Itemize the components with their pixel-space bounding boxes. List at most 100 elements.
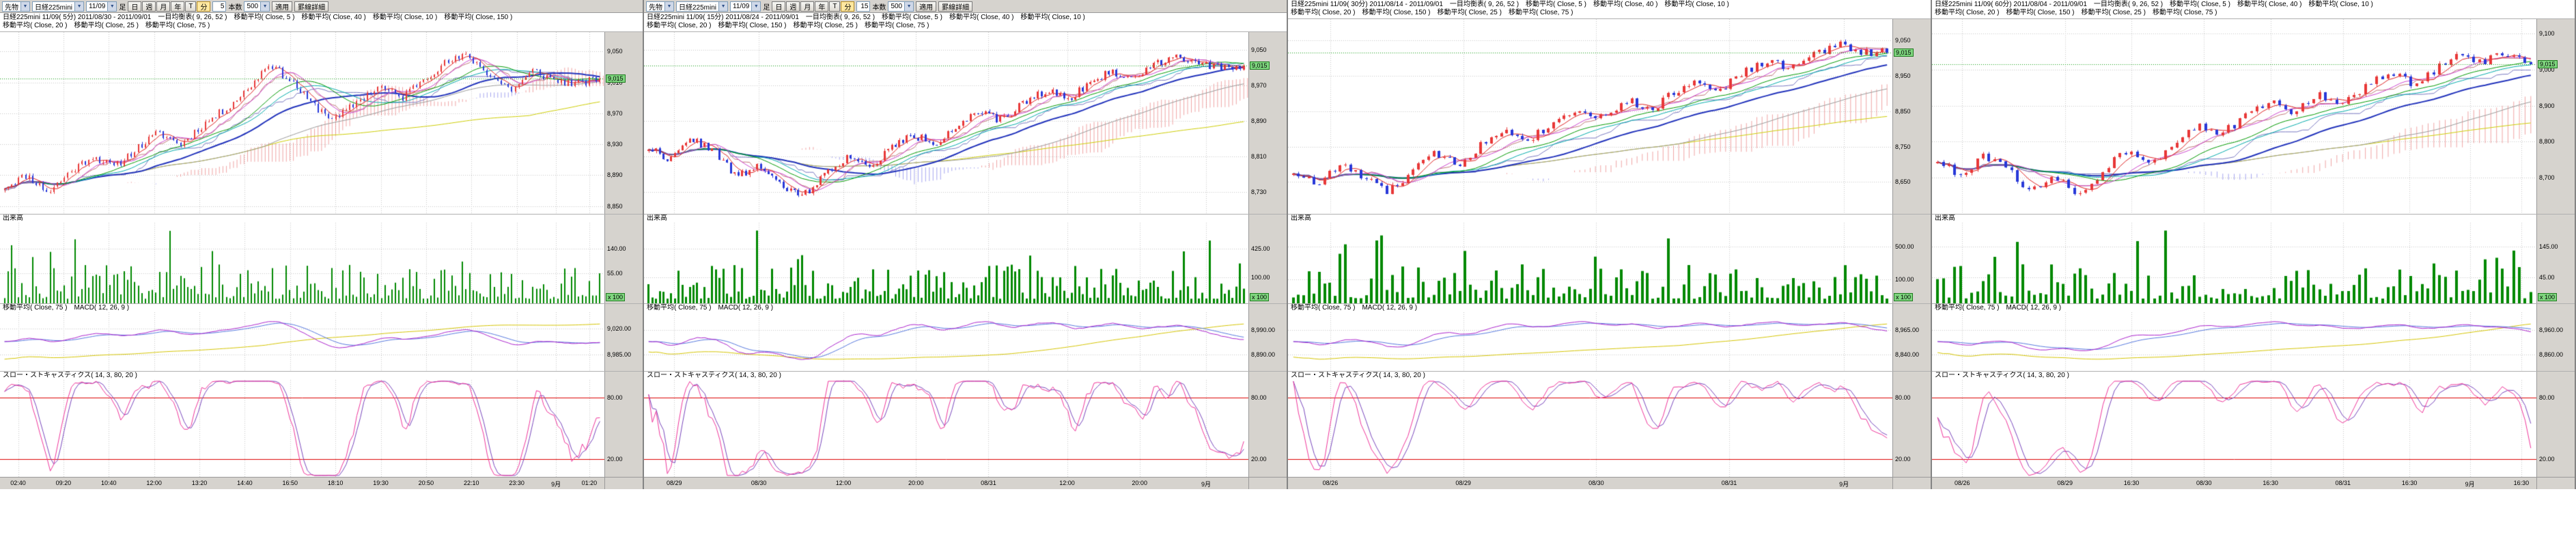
stoch-chart-canvas[interactable] [1288,380,1892,477]
contract-month-select[interactable]: 11/09 ▼ [86,1,117,12]
period-button[interactable]: 日 [772,1,786,12]
bars-count-select[interactable]: 500 ▼ [888,1,914,12]
minutes-input[interactable] [856,1,871,12]
price-axis[interactable]: 9,100 9,000 8,900 8,800 8,700 9,015 [2536,19,2575,214]
instrument-select[interactable]: 日経225mini ▼ [32,1,85,12]
time-axis-label: 18:10 [327,480,344,486]
period-button[interactable]: 月 [156,1,171,12]
time-axis-label: 02:40 [10,480,26,486]
chart-header: 日経225mini 11/09( 60分) 2011/08/04 - 2011/… [1932,0,2575,18]
contract-month-select[interactable]: 11/09 ▼ [730,1,761,12]
volume-chart-canvas[interactable] [1288,223,1892,303]
time-axis-label: 16:30 [2263,480,2278,486]
stoch-axis[interactable]: 80.00 20.00 [1892,380,1931,477]
period-button[interactable]: T [829,1,841,12]
time-axis-corner [2536,478,2575,489]
period-button[interactable]: T [185,1,197,12]
volume-axis[interactable]: 425.00 100.00 x 100 [1248,223,1287,303]
macd-axis-tick: 8,985.00 [607,350,632,358]
macd-chart-canvas[interactable] [0,312,604,371]
period-button[interactable]: 分 [197,1,211,12]
volume-axis-tick: 140.00 [607,245,626,252]
instrument-type-value: 先物 [649,3,662,12]
volume-unit-badge: x 100 [2538,292,2558,301]
price-axis-tick: 9,050 [607,48,623,55]
stoch-axis-tick: 80.00 [1251,394,1267,401]
axis-spacer [1248,372,1287,380]
macd-axis[interactable]: 9,020.00 8,985.00 [604,312,643,371]
time-axis[interactable]: 08/26 08/29 08/30 08/31 9月 [1288,477,1931,489]
chart-header: 日経225mini 11/09( 15分) 2011/08/24 - 2011/… [644,13,1287,31]
time-axis-label: 20:00 [908,480,924,486]
time-axis-corner [1248,478,1287,489]
bars-count-label: 本数 [872,3,886,12]
period-button[interactable]: 週 [786,1,800,12]
apply-button[interactable]: 適用 [916,1,937,12]
instrument-type-select[interactable]: 先物 ▼ [2,1,30,12]
stoch-chart-canvas[interactable] [0,380,604,477]
time-axis-label: 12:00 [146,480,162,486]
instrument-type-select[interactable]: 先物 ▼ [646,1,674,12]
stoch-axis[interactable]: 80.00 20.00 [604,380,643,477]
stoch-pane: 80.00 20.00 [1288,380,1931,477]
period-button[interactable]: 日 [128,1,142,12]
stoch-pane-label: スロー・ストキャスティクス( 14, 3, 80, 20 ) [1935,372,2069,379]
period-button[interactable]: 週 [142,1,156,12]
chart-title: 日経225mini 11/09( 60分) 2011/08/04 - 2011/… [1935,1,2373,8]
bars-count-select[interactable]: 500 ▼ [244,1,270,12]
chevron-down-icon: ▼ [751,1,761,11]
macd-chart-canvas[interactable] [1932,312,2536,371]
instrument-select[interactable]: 日経225mini ▼ [676,1,729,12]
macd-chart-canvas[interactable] [1288,312,1892,371]
volume-label-row: 出来高 [1932,214,2575,223]
stoch-pane: 80.00 20.00 [644,380,1287,477]
volume-axis[interactable]: 500.00 100.00 x 100 [1892,223,1931,303]
period-button[interactable]: 年 [171,1,185,12]
volume-pane-label: 出来高 [647,215,667,222]
price-chart-canvas[interactable] [0,32,604,214]
macd-axis[interactable]: 8,960.00 8,860.00 [2536,312,2575,371]
macd-chart-canvas[interactable] [644,312,1248,371]
price-axis[interactable]: 9,050 8,970 8,890 8,810 8,730 9,015 [1248,32,1287,214]
volume-chart-canvas[interactable] [1932,223,2536,303]
time-axis[interactable]: 02:40 09:20 10:40 12:00 13:20 14:40 16:50 18:10… [0,477,643,489]
time-axis-label: 12:00 [835,480,852,486]
price-chart-canvas[interactable] [1288,19,1892,214]
grid-detail-button[interactable]: 罫線詳細 [938,1,973,12]
grid-detail-button[interactable]: 罫線詳細 [294,1,329,12]
period-button[interactable]: 月 [800,1,815,12]
volume-axis[interactable]: 140.00 55.00 x 100 [604,223,643,303]
price-axis-tick: 8,900 [2539,102,2555,109]
chart-header: 日経225mini 11/09( 5分) 2011/08/30 - 2011/0… [0,13,643,31]
stoch-chart-canvas[interactable] [644,380,1248,477]
volume-chart-canvas[interactable] [644,223,1248,303]
period-button[interactable]: 年 [815,1,829,12]
last-price-badge: 9,015 [2538,59,2558,68]
stoch-axis-tick: 20.00 [2539,456,2555,463]
price-chart-canvas[interactable] [1932,19,2536,214]
volume-axis-tick: 100.00 [1251,274,1270,281]
stoch-axis[interactable]: 80.00 20.00 [2536,380,2575,477]
time-axis-label: 13:20 [191,480,208,486]
price-chart-canvas[interactable] [644,32,1248,214]
macd-axis-tick: 8,990.00 [1251,326,1276,333]
macd-pane-label: 移動平均( Close, 75 ) MACD( 12, 26, 9 ) [3,304,130,312]
apply-button[interactable]: 適用 [272,1,293,12]
time-axis[interactable]: 08/29 08/30 12:00 20:00 08/31 12:00 20:00 9月 [644,477,1287,489]
time-axis-label: 10:40 [101,480,117,486]
volume-chart-canvas[interactable] [0,223,604,303]
chevron-down-icon: ▼ [260,1,270,11]
stoch-chart-canvas[interactable] [1932,380,2536,477]
period-button[interactable]: 分 [841,1,855,12]
macd-axis[interactable]: 8,965.00 8,840.00 [1892,312,1931,371]
stoch-axis[interactable]: 80.00 20.00 [1248,380,1287,477]
macd-axis[interactable]: 8,990.00 8,890.00 [1248,312,1287,371]
time-axis-corner [1892,478,1931,489]
time-axis[interactable]: 08/26 08/29 16:30 08/30 16:30 08/31 16:30 9月 16:… [1932,477,2575,489]
minutes-input[interactable] [212,1,227,12]
price-axis[interactable]: 9,050 8,950 8,850 8,750 8,650 9,015 [1892,19,1931,214]
axis-spacer [2536,215,2575,223]
volume-axis[interactable]: 145.00 45.00 x 100 [2536,223,2575,303]
